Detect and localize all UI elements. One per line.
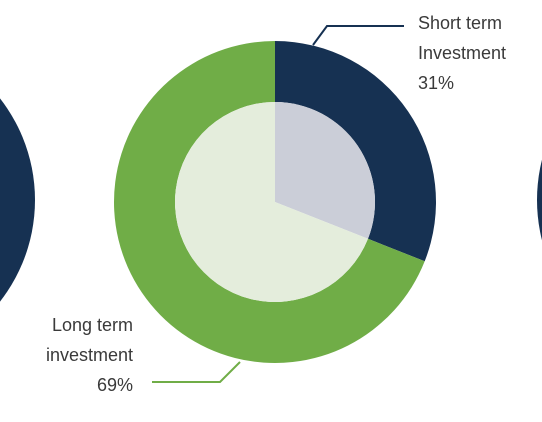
donut [114,41,436,363]
value-label: 69% [96,375,133,395]
side-circle [537,159,542,241]
donut-segment [114,41,425,363]
value-label: 31% [418,73,455,93]
leader-line [312,25,404,46]
inner-segment [275,102,375,239]
leader-line [152,361,241,383]
label-short: Short term Investment 31% [418,8,536,98]
side-circle [0,98,35,302]
category-label: Short term Investment [418,13,507,63]
inner-segment [174,102,368,302]
label-long: Long term investment 69% [15,310,133,400]
category-label: Long term investment [45,315,133,365]
donut-segment [275,41,436,262]
